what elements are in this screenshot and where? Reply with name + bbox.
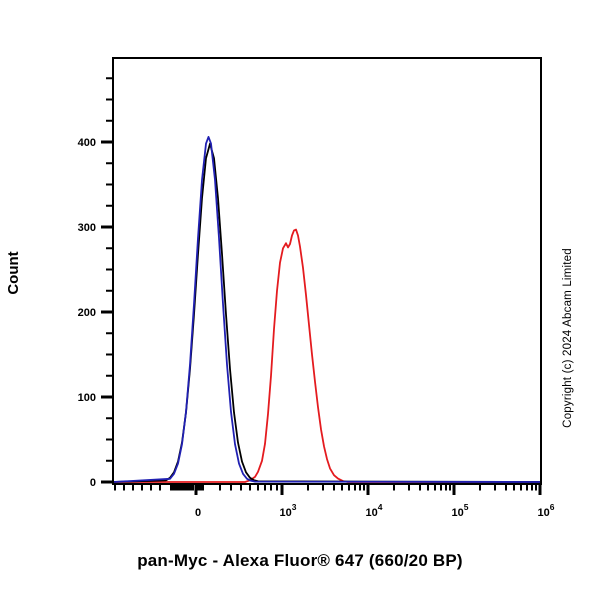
copyright-notice: Copyright (c) 2024 Abcam Limited [562,248,574,428]
y-axis-title: Count [5,251,22,295]
black-curve [112,142,542,483]
y-tick-label: 400 [78,137,96,149]
y-tick-label: 300 [78,222,96,234]
x-tick-label: 105 [452,502,469,519]
blue-curve [112,135,542,483]
y-tick-label: 100 [78,392,96,404]
x-tick-label: 103 [280,502,297,519]
y-tick-label: 0 [90,477,96,489]
x-tick-label: 0 [195,507,201,519]
plot-frame [112,57,542,485]
y-tick-label: 200 [78,307,96,319]
x-axis-title: pan-Myc - Alexa Fluor® 647 (660/20 BP) [137,551,463,570]
red-curve [112,228,542,483]
x-tick-label: 106 [538,502,555,519]
x-tick-label: 104 [366,502,383,519]
